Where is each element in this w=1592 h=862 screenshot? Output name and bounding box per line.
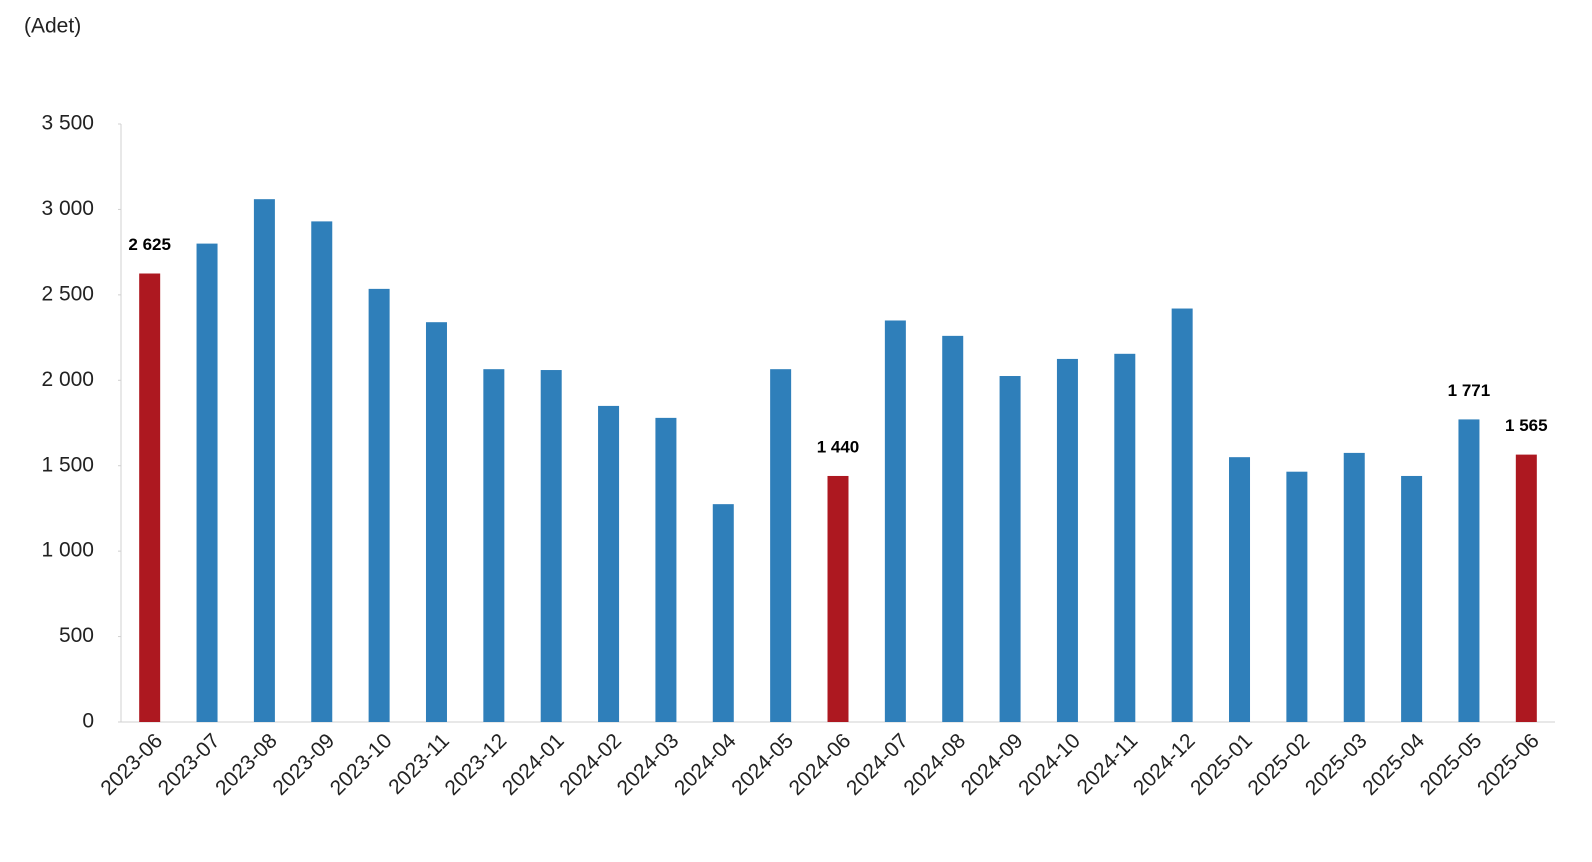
bar	[655, 417, 677, 722]
bar	[827, 475, 849, 722]
y-tick-label: 1 000	[41, 539, 94, 562]
y-tick-label: 3 000	[41, 197, 94, 220]
bar	[311, 221, 333, 723]
bar	[196, 243, 218, 722]
x-tick-label: 2025-05	[1416, 729, 1487, 800]
y-axis-label: (Adet)	[24, 15, 81, 38]
x-tick-label: 2024-09	[957, 729, 1028, 800]
x-tick-label: 2023-09	[268, 729, 339, 800]
bar	[1343, 452, 1365, 722]
bar	[425, 322, 447, 722]
x-tick-label: 2024-08	[899, 729, 970, 800]
bar	[1401, 475, 1423, 722]
x-tick-label: 2023-08	[211, 729, 282, 800]
bar	[483, 369, 505, 722]
y-tick-label: 2 000	[41, 368, 94, 391]
value-label: 2 625	[128, 235, 171, 254]
x-tick-label: 2023-06	[96, 729, 167, 800]
x-tick-label: 2023-12	[441, 729, 512, 800]
y-tick-label: 0	[82, 710, 94, 733]
bar	[1229, 457, 1251, 722]
y-tick-label: 2 500	[41, 282, 94, 305]
x-tick-label: 2024-12	[1129, 729, 1200, 800]
x-tick-label: 2024-05	[727, 729, 798, 800]
x-tick-label: 2024-02	[555, 729, 626, 800]
bar	[368, 288, 390, 722]
x-tick-label: 2024-04	[670, 729, 741, 800]
x-tick-label: 2025-04	[1358, 729, 1429, 800]
x-tick-label: 2025-06	[1473, 729, 1544, 800]
value-label: 1 771	[1448, 381, 1491, 400]
y-tick-label: 1 500	[41, 453, 94, 476]
value-label: 1 565	[1505, 416, 1548, 435]
bar	[770, 369, 792, 722]
bar	[1056, 358, 1078, 722]
x-tick-label: 2024-10	[1014, 729, 1085, 800]
y-tick-label: 3 500	[41, 112, 94, 135]
bar	[999, 376, 1021, 722]
x-tick-label: 2024-11	[1073, 729, 1143, 799]
bar	[540, 370, 562, 722]
x-tick-label: 2023-10	[326, 729, 397, 800]
bar	[139, 273, 161, 722]
x-tick-label: 2024-07	[842, 729, 913, 800]
x-tick-label: 2025-02	[1244, 729, 1315, 800]
bar	[942, 335, 964, 722]
bar	[1515, 454, 1537, 722]
x-tick-label: 2025-03	[1301, 729, 1372, 800]
bar	[598, 405, 620, 722]
x-tick-label: 2025-01	[1186, 729, 1257, 800]
x-tick-label: 2023-07	[154, 729, 225, 800]
value-label: 1 440	[817, 437, 860, 456]
bar	[1114, 353, 1136, 722]
bar	[253, 199, 275, 723]
bar	[1286, 471, 1308, 722]
bar	[712, 504, 734, 722]
x-tick-label: 2024-03	[613, 729, 684, 800]
y-tick-label: 500	[59, 624, 94, 647]
bar	[1171, 308, 1193, 722]
bar	[884, 320, 906, 722]
x-tick-label: 2024-06	[785, 729, 856, 800]
bar	[1458, 419, 1480, 722]
x-tick-label: 2024-01	[498, 729, 569, 800]
x-tick-label: 2023-11	[384, 729, 454, 799]
